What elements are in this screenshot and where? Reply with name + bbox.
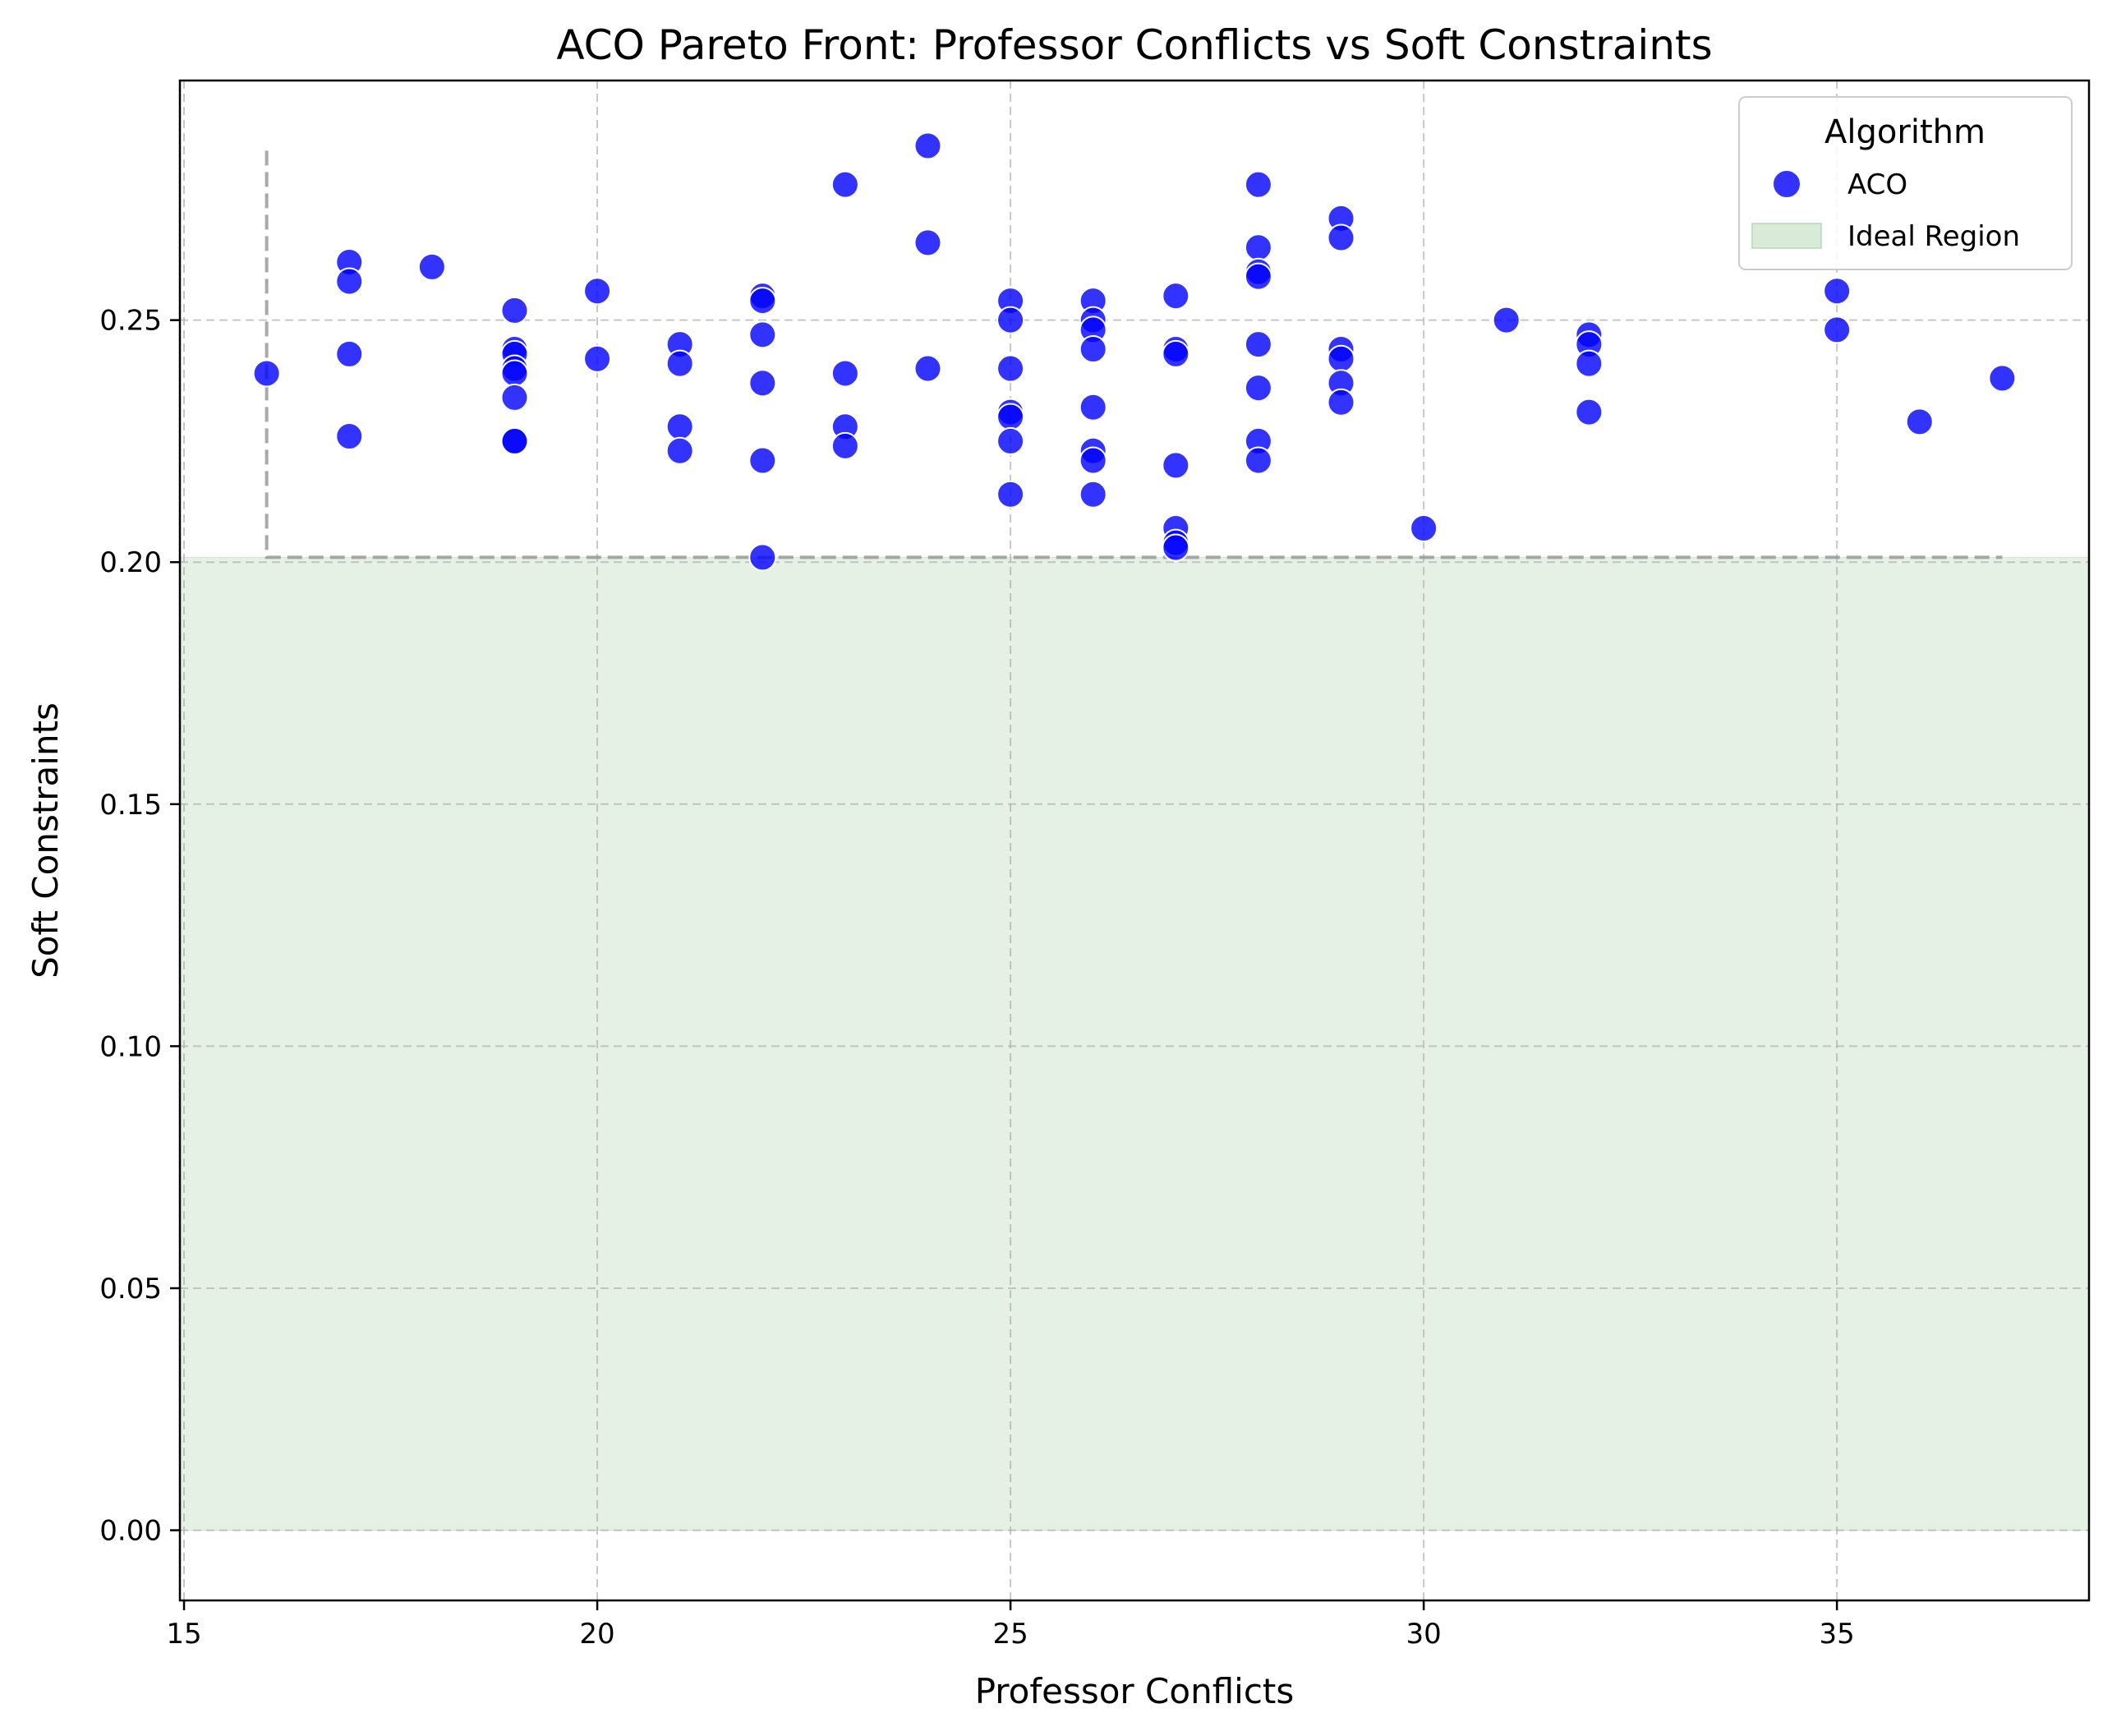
data-point bbox=[996, 403, 1025, 431]
data-point bbox=[665, 436, 694, 465]
data-point bbox=[1244, 170, 1272, 199]
data-point bbox=[1162, 533, 1190, 562]
y-tick-label: 0.05 bbox=[99, 1273, 162, 1305]
data-point bbox=[1327, 344, 1355, 373]
data-point bbox=[335, 422, 364, 451]
data-point bbox=[1905, 408, 1934, 436]
data-point bbox=[831, 170, 859, 199]
y-tick-label: 0.00 bbox=[99, 1515, 162, 1548]
legend-box bbox=[1738, 96, 2073, 270]
y-tick-label: 0.20 bbox=[99, 546, 162, 579]
data-point bbox=[1162, 282, 1190, 311]
legend: Algorithm ACO Ideal Region bbox=[1738, 96, 2073, 270]
data-point bbox=[996, 354, 1025, 383]
legend-marker-aco bbox=[1772, 169, 1801, 199]
data-point bbox=[500, 359, 529, 388]
x-ticks: 15 20 25 30 35 bbox=[166, 1600, 1855, 1651]
x-tick-label: 25 bbox=[992, 1618, 1028, 1651]
pareto-front-line bbox=[265, 150, 2003, 559]
x-tick-label: 30 bbox=[1406, 1618, 1441, 1651]
y-tick-label: 0.15 bbox=[99, 789, 162, 822]
data-point bbox=[996, 306, 1025, 334]
data-point bbox=[335, 267, 364, 296]
data-point bbox=[748, 446, 777, 475]
ideal-region-layer bbox=[179, 556, 2090, 1531]
data-point bbox=[1244, 233, 1272, 262]
data-point bbox=[500, 426, 529, 455]
data-point bbox=[1575, 349, 1604, 378]
y-tick-label: 0.10 bbox=[99, 1030, 162, 1063]
data-point bbox=[996, 480, 1025, 509]
legend-title: Algorithm bbox=[1824, 113, 1985, 151]
ideal-region bbox=[179, 556, 2090, 1531]
legend-label-aco: ACO bbox=[1847, 168, 1907, 201]
data-point bbox=[913, 131, 942, 160]
data-point bbox=[748, 320, 777, 349]
data-point bbox=[913, 228, 942, 257]
data-point bbox=[665, 412, 694, 441]
data-point bbox=[1162, 339, 1190, 368]
data-point bbox=[1327, 223, 1355, 252]
data-point bbox=[500, 383, 529, 412]
data-point bbox=[1244, 330, 1272, 359]
data-point bbox=[748, 369, 777, 398]
data-point bbox=[1244, 262, 1272, 291]
points-layer bbox=[252, 131, 2017, 572]
y-tick-label: 0.25 bbox=[99, 305, 162, 338]
data-point bbox=[583, 344, 612, 373]
pareto-front-layer bbox=[265, 150, 2003, 559]
data-point bbox=[417, 252, 446, 281]
data-point bbox=[1327, 388, 1355, 417]
data-point bbox=[252, 359, 281, 388]
data-point bbox=[748, 287, 777, 315]
data-point bbox=[1492, 306, 1521, 334]
y-ticks: 0.00 0.05 0.10 0.15 0.20 0.25 bbox=[99, 305, 180, 1548]
data-point bbox=[335, 339, 364, 368]
data-point bbox=[1823, 277, 1852, 306]
chart-title: ACO Pareto Front: Professor Conflicts vs… bbox=[556, 21, 1712, 69]
data-point bbox=[1575, 398, 1604, 426]
data-point bbox=[1244, 446, 1272, 475]
data-point bbox=[831, 359, 859, 388]
x-tick-label: 20 bbox=[579, 1618, 614, 1651]
y-axis-label: Soft Constraints bbox=[25, 702, 66, 979]
data-point bbox=[583, 277, 612, 306]
data-point bbox=[1988, 364, 2017, 393]
data-point bbox=[1079, 334, 1107, 363]
data-point bbox=[1823, 315, 1852, 344]
data-point bbox=[748, 543, 777, 572]
plot-frame bbox=[178, 79, 2091, 1602]
x-tick-label: 15 bbox=[166, 1618, 201, 1651]
data-point bbox=[1244, 374, 1272, 403]
legend-label-ideal-region: Ideal Region bbox=[1847, 220, 2020, 253]
data-point bbox=[913, 354, 942, 383]
data-point bbox=[500, 296, 529, 325]
data-point bbox=[1079, 446, 1107, 475]
data-point bbox=[1079, 480, 1107, 509]
legend-swatch-ideal-region bbox=[1751, 223, 1822, 249]
x-axis-label: Professor Conflicts bbox=[975, 1671, 1295, 1711]
data-point bbox=[1079, 393, 1107, 421]
data-point bbox=[665, 349, 694, 378]
data-point bbox=[996, 426, 1025, 455]
data-point bbox=[831, 431, 859, 460]
data-point bbox=[1410, 513, 1438, 542]
x-tick-label: 35 bbox=[1820, 1618, 1855, 1651]
grid-layer bbox=[180, 81, 2089, 1600]
data-point bbox=[1162, 451, 1190, 480]
